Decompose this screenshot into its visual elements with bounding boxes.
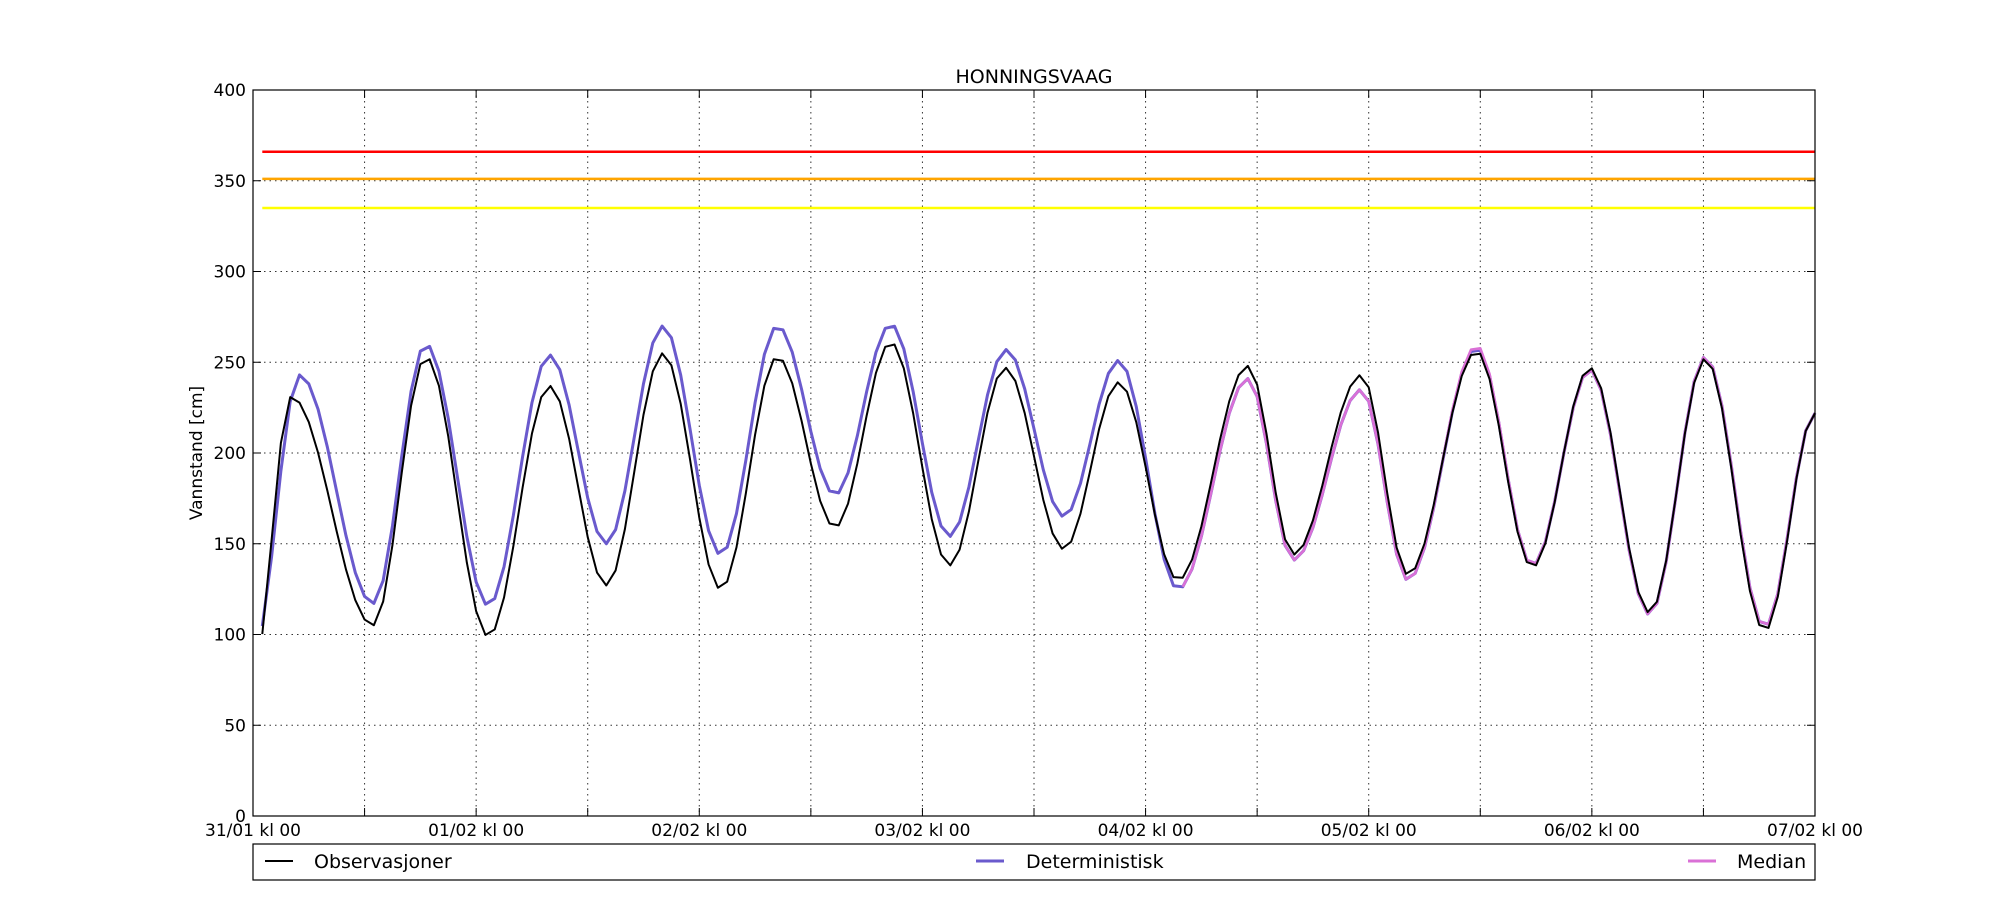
series-group	[260, 324, 1817, 636]
y-tick-label: 350	[214, 172, 246, 192]
y-tick-label: 50	[224, 716, 246, 736]
y-axis: 0 50 100 150 200 250 300 350 400	[214, 81, 1815, 827]
x-tick-label: 02/02 kl 00	[651, 821, 747, 841]
series-line-median	[1181, 347, 1817, 626]
x-tick-label: 05/02 kl 00	[1321, 821, 1417, 841]
y-tick-label: 200	[214, 444, 246, 464]
x-tick-label: 03/02 kl 00	[874, 821, 970, 841]
threshold-lines	[262, 150, 1815, 210]
legend-label-observasjoner: Observasjoner	[314, 851, 452, 873]
y-tick-label: 150	[214, 535, 246, 555]
series-line-observasjoner	[261, 343, 1816, 636]
legend-label-deterministisk: Deterministisk	[1026, 851, 1164, 873]
x-tick-label: 01/02 kl 00	[428, 821, 524, 841]
y-tick-label: 250	[214, 353, 246, 373]
x-tick-label: 31/01 kl 00	[205, 821, 301, 841]
y-tick-label: 0	[235, 807, 246, 827]
y-tick-label: 400	[214, 81, 246, 101]
x-tick-label: 06/02 kl 00	[1544, 821, 1640, 841]
x-tick-label: 04/02 kl 00	[1098, 821, 1194, 841]
legend-label-median: Median	[1737, 851, 1806, 873]
y-tick-label: 100	[214, 626, 246, 646]
chart-title: HONNINGSVAAG	[956, 66, 1113, 88]
legend-box	[252, 843, 1816, 881]
x-tick-label: 07/02 kl 00	[1767, 821, 1863, 841]
y-axis-label: Vannstand [cm]	[187, 386, 207, 520]
x-axis: 31/01 kl 00 01/02 kl 00 02/02 kl 00 03/02 k…	[205, 90, 1863, 841]
legend: Observasjoner Deterministisk Median	[252, 843, 1816, 881]
y-tick-label: 300	[214, 263, 246, 283]
